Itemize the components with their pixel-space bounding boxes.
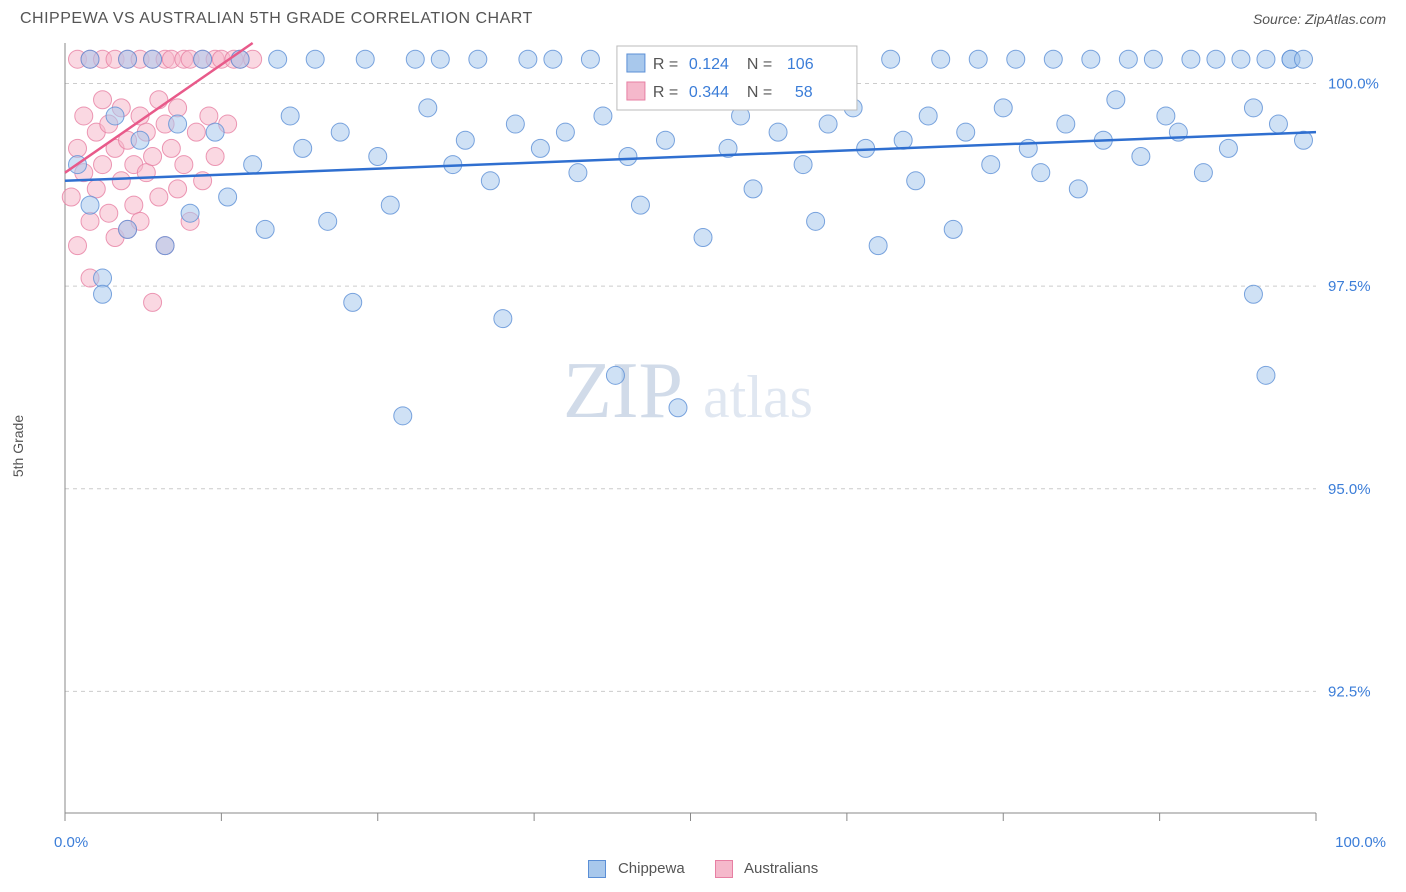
svg-text:0.344: 0.344 [689, 84, 729, 101]
source-label: Source: ZipAtlas.com [1253, 11, 1386, 27]
chart-area: 92.5% 95.0% 97.5% 100.0% ZIP atlas R = 0.124 N =… [60, 38, 1386, 828]
x-axis-max: 100.0% [1335, 834, 1386, 851]
legend-item-chippewa: Chippewa [588, 860, 685, 878]
svg-text:N =: N = [747, 84, 772, 101]
scatter-chart: 92.5% 95.0% 97.5% 100.0% ZIP atlas R = 0.124 N =… [60, 38, 1386, 828]
svg-text:atlas: atlas [703, 364, 813, 430]
legend-label-australians: Australians [744, 860, 818, 877]
svg-text:97.5%: 97.5% [1328, 278, 1371, 295]
svg-text:N =: N = [747, 56, 772, 73]
svg-text:R =: R = [653, 56, 678, 73]
svg-text:106: 106 [787, 56, 814, 73]
legend-label-chippewa: Chippewa [618, 860, 685, 877]
legend: Chippewa Australians [0, 860, 1406, 878]
swatch-icon [715, 860, 733, 878]
x-axis-min: 0.0% [54, 834, 88, 851]
svg-text:95.0%: 95.0% [1328, 481, 1371, 498]
svg-text:ZIP: ZIP [563, 347, 683, 435]
svg-text:0.124: 0.124 [689, 56, 729, 73]
swatch-icon [588, 860, 606, 878]
y-axis-label: 5th Grade [10, 415, 26, 477]
svg-text:58: 58 [795, 84, 813, 101]
svg-text:92.5%: 92.5% [1328, 683, 1371, 700]
svg-text:R =: R = [653, 84, 678, 101]
legend-item-australians: Australians [715, 860, 819, 878]
svg-text:100.0%: 100.0% [1328, 76, 1379, 93]
chart-title: CHIPPEWA VS AUSTRALIAN 5TH GRADE CORRELA… [20, 10, 533, 28]
